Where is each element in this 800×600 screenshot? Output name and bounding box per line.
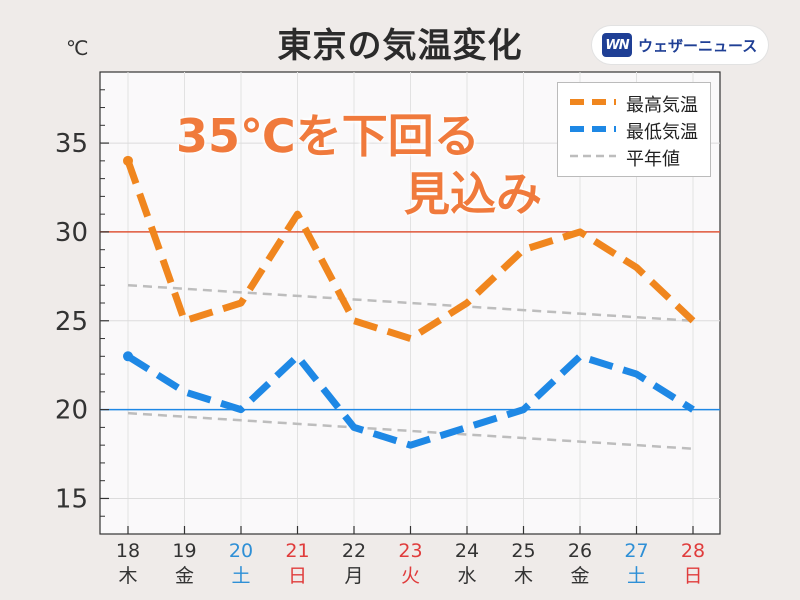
x-tick-label-day: 20 xyxy=(229,540,253,562)
x-tick-label-day: 26 xyxy=(568,540,592,562)
x-tick-label-weekday: 月 xyxy=(344,565,363,587)
x-tick-label-day: 28 xyxy=(681,540,705,562)
x-tick-label-day: 25 xyxy=(511,540,535,562)
x-tick-label-weekday: 日 xyxy=(683,565,702,587)
legend-item-max: 最高気温 xyxy=(558,89,710,116)
brand-logo: WN ウェザーニュース xyxy=(592,26,768,64)
x-tick-label-weekday: 日 xyxy=(288,565,307,587)
max-temperature-line xyxy=(124,159,696,343)
x-tick-label-weekday: 金 xyxy=(570,565,589,587)
legend-label-min: 最低気温 xyxy=(626,122,698,143)
max-temperature-point xyxy=(123,155,133,166)
x-tick-label-weekday: 水 xyxy=(457,565,476,587)
brand-mark-icon: WN xyxy=(602,33,632,57)
x-tick-label-day: 24 xyxy=(455,540,479,562)
legend-swatch-min xyxy=(570,126,616,132)
x-tick-label-weekday: 火 xyxy=(401,565,420,587)
chart-title: 東京の気温変化 xyxy=(277,26,523,66)
reference-lines xyxy=(100,231,720,411)
legend-label-max: 最高気温 xyxy=(626,95,698,116)
normal-temperature-line xyxy=(127,283,694,323)
min-temperature-point xyxy=(123,351,133,362)
legend-label-normal: 平年値 xyxy=(626,149,680,170)
x-tick-label-day: 18 xyxy=(116,540,140,562)
normal-temperature-line xyxy=(127,411,694,450)
x-tick-label-day: 23 xyxy=(398,540,422,562)
y-tick-label: 35 xyxy=(55,129,88,159)
x-tick-label-day: 22 xyxy=(342,540,366,562)
annotation-line-1: 35℃を下回る xyxy=(176,109,480,163)
legend-item-min: 最低気温 xyxy=(558,116,710,143)
y-axis-unit: ℃ xyxy=(66,36,89,60)
brand-name: ウェザーニュース xyxy=(638,36,758,55)
y-tick-label: 15 xyxy=(55,484,88,514)
y-tick-label: 20 xyxy=(55,396,88,426)
x-tick-label-weekday: 金 xyxy=(175,565,194,587)
y-axis: 15 20 25 30 35 xyxy=(55,71,109,535)
chart-legend: 最高気温 最低気温 平年値 xyxy=(557,82,711,177)
x-tick-label-weekday: 土 xyxy=(627,565,646,587)
x-tick-label-weekday: 木 xyxy=(118,565,137,587)
series-lines xyxy=(123,155,696,450)
y-tick-label: 25 xyxy=(55,307,88,337)
legend-swatch-normal xyxy=(570,154,616,158)
x-axis: 18 木 19 金 20 土 21 日 22 月 23 火 24 水 25 木 26 金 27 土 28 日 xyxy=(116,526,705,587)
legend-swatch-max xyxy=(570,99,616,105)
x-tick-label-day: 19 xyxy=(172,540,196,562)
y-tick-label: 30 xyxy=(55,218,88,248)
x-tick-label-day: 21 xyxy=(285,540,309,562)
x-tick-label-weekday: 木 xyxy=(514,565,533,587)
legend-item-normal: 平年値 xyxy=(558,143,710,170)
x-tick-label-weekday: 土 xyxy=(231,565,250,587)
annotation-line-2: 見込み xyxy=(404,167,542,221)
x-tick-label-day: 27 xyxy=(624,540,648,562)
